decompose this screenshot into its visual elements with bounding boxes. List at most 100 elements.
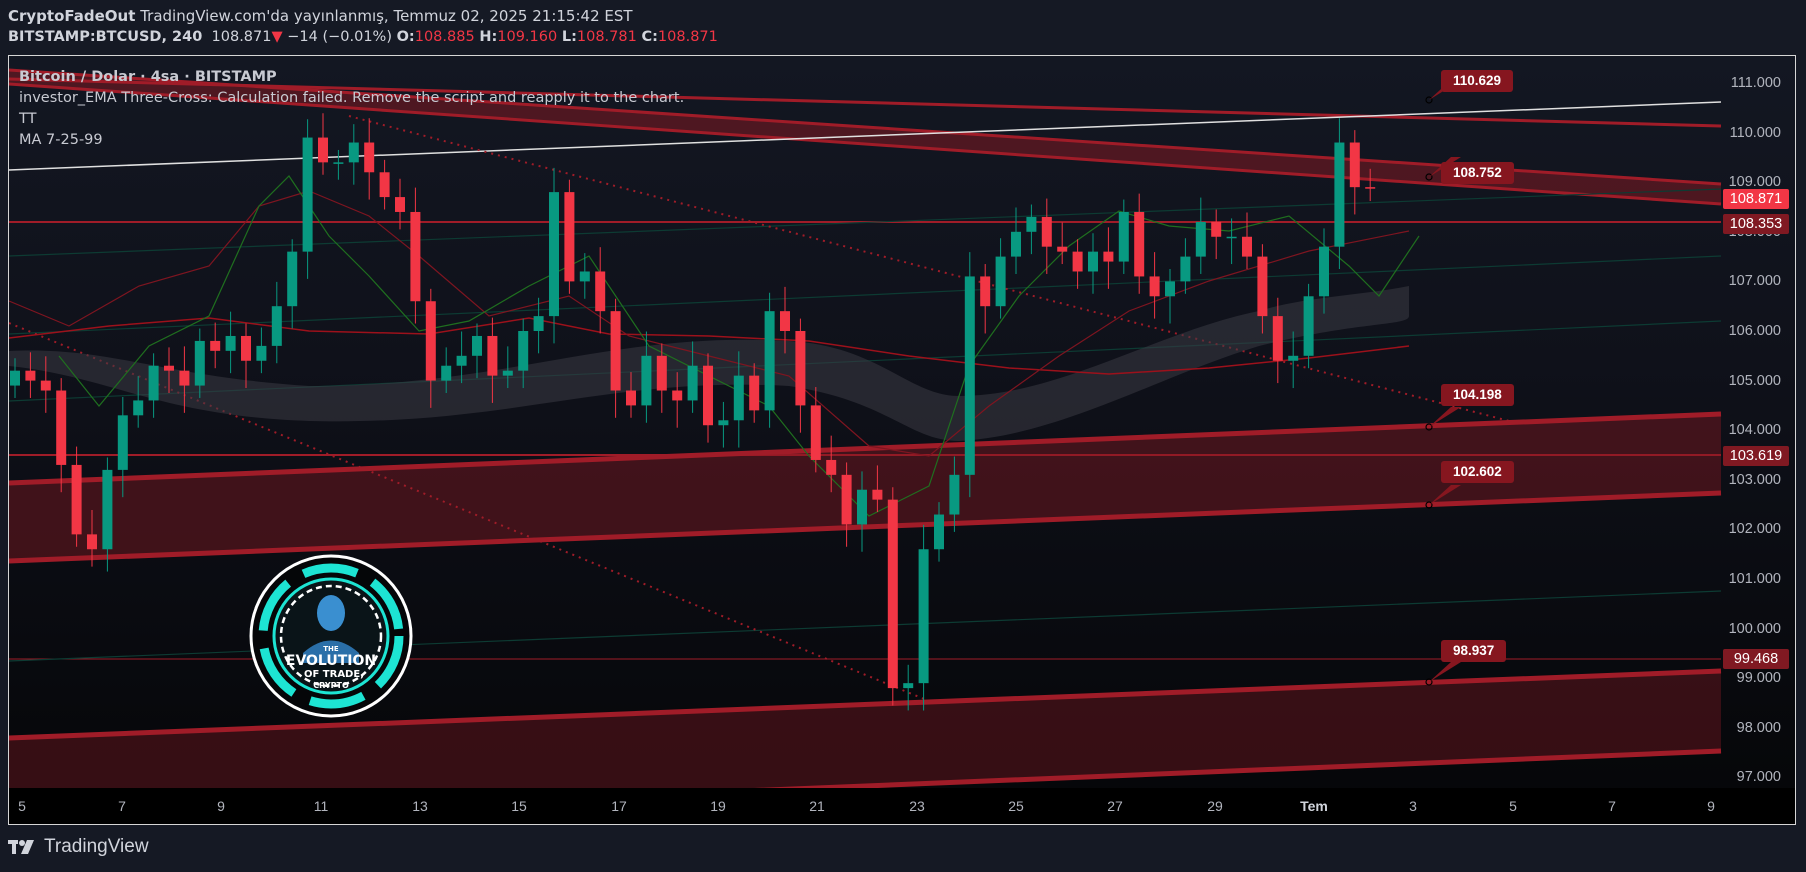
time-tick: 9 <box>217 798 225 814</box>
candle-down <box>164 365 174 371</box>
candle-up <box>302 137 313 252</box>
candle-up <box>1088 251 1098 272</box>
time-tick: 5 <box>18 798 26 814</box>
candle-up <box>764 311 775 411</box>
candle-down <box>1272 316 1283 361</box>
candle-up <box>256 345 267 361</box>
candle-up <box>271 306 282 346</box>
candle-down <box>1211 221 1222 237</box>
time-tick: 17 <box>611 798 627 814</box>
candle-down <box>610 311 621 391</box>
time-tick: 3 <box>1409 798 1417 814</box>
candle-down <box>1349 142 1360 188</box>
close-value: 108.871 <box>657 29 718 45</box>
price-tick: 107.000 <box>1728 273 1781 289</box>
candle-down <box>56 390 67 465</box>
chart-pane[interactable]: Bitcoin / Dolar · 4sa · BITSTAMP investo… <box>8 55 1796 825</box>
candle-down <box>1057 246 1068 252</box>
open-value: 108.885 <box>414 29 475 45</box>
callout-108752[interactable]: 108.752 <box>1441 162 1514 184</box>
candle-down <box>241 335 251 361</box>
candle-up <box>333 162 344 164</box>
candle-down <box>703 365 713 426</box>
candle-up <box>194 340 205 386</box>
candle-up <box>995 256 1006 307</box>
price-tick: 101.000 <box>1728 571 1781 587</box>
candle-up <box>549 192 559 317</box>
candle-down <box>1041 216 1052 247</box>
candle-up <box>117 415 128 470</box>
candle-up <box>579 271 590 282</box>
open-label: O: <box>396 29 415 45</box>
time-tick: 19 <box>710 798 726 814</box>
logo-text-crypto: CRYPTO <box>313 681 349 690</box>
candle-up <box>1226 236 1237 239</box>
price-tick: 110.000 <box>1729 125 1781 141</box>
candle-down <box>841 474 852 525</box>
symbol-info: BITSTAMP:BTCUSD, 240 108.871▼ −14 (−0.01… <box>8 29 718 45</box>
candle-up <box>857 489 867 525</box>
time-axis[interactable]: 5 7 9 11 13 15 17 19 21 23 25 27 29 Tem … <box>9 788 1795 824</box>
callout-104198[interactable]: 104.198 <box>1441 384 1514 406</box>
candle-down <box>40 380 51 391</box>
candle-up <box>148 365 159 401</box>
logo-text-evolution: EVOLUTION <box>286 653 376 669</box>
publish-info: CryptoFadeOut TradingView.com'da yayınla… <box>8 7 633 25</box>
legend-error[interactable]: investor_EMA Three-Cross: Calculation fa… <box>19 90 685 106</box>
tradingview-footer[interactable]: TradingView <box>8 836 149 858</box>
candle-down <box>672 390 683 401</box>
time-tick: 23 <box>909 798 925 814</box>
candle-down <box>379 172 390 198</box>
candle-up <box>1334 142 1345 247</box>
candle-down <box>564 192 575 282</box>
price-tick: 103.000 <box>1728 472 1781 488</box>
candle-up <box>1288 355 1299 361</box>
candle-up <box>456 355 467 366</box>
candle-up <box>287 251 298 307</box>
zone-top-descending <box>9 70 1721 204</box>
candle-up <box>10 370 20 386</box>
logo-text-of-trade: OF TRADE, <box>304 669 364 680</box>
triangle-down-icon: ▼ <box>271 29 283 45</box>
candle-down <box>826 459 837 475</box>
candle-up <box>687 365 698 401</box>
candle-up <box>472 335 482 356</box>
level-tag: 99.468 <box>1723 649 1789 669</box>
legend-indicator-tt[interactable]: TT <box>19 111 37 127</box>
level-tag: 108.353 <box>1723 214 1789 234</box>
candle-down <box>25 370 36 381</box>
candle-up <box>225 335 236 351</box>
candle-down <box>395 197 405 212</box>
candle-up <box>348 142 359 163</box>
candle-up <box>934 514 944 550</box>
price-tick: 109.000 <box>1728 174 1781 190</box>
price-axis[interactable]: 111.000 110.000 109.000 108.000 107.000 … <box>1715 56 1795 824</box>
time-tick: 21 <box>809 798 825 814</box>
candle-down <box>626 390 636 406</box>
candle-up <box>949 474 960 515</box>
candle-up <box>533 316 544 331</box>
candle-down <box>749 375 760 411</box>
time-tick: 27 <box>1107 798 1123 814</box>
publish-text: TradingView.com'da yayınlanmış, Temmuz 0… <box>140 7 633 25</box>
candle-up <box>1165 281 1175 297</box>
author-name[interactable]: CryptoFadeOut <box>8 7 136 25</box>
tradingview-brand: TradingView <box>44 836 149 857</box>
callout-98937[interactable]: 98.937 <box>1441 640 1507 662</box>
candle-down <box>980 276 991 307</box>
candle-down <box>1365 187 1376 189</box>
price-chart[interactable] <box>9 56 1796 825</box>
legend-indicator-ma[interactable]: MA 7-25-99 <box>19 132 103 148</box>
time-tick: 5 <box>1509 798 1517 814</box>
last-price: 108.871 <box>211 29 272 45</box>
legend-title[interactable]: Bitcoin / Dolar · 4sa · BITSTAMP <box>19 69 277 85</box>
high-value: 109.160 <box>497 29 558 45</box>
price-tick: 98.000 <box>1736 720 1781 736</box>
candle-down <box>656 355 667 391</box>
callout-110629[interactable]: 110.629 <box>1441 70 1514 92</box>
callout-102602[interactable]: 102.602 <box>1441 461 1514 483</box>
candle-up <box>133 400 144 416</box>
high-label: H: <box>479 29 498 45</box>
candle-down <box>795 331 806 406</box>
time-tick-month: Tem <box>1300 798 1328 814</box>
